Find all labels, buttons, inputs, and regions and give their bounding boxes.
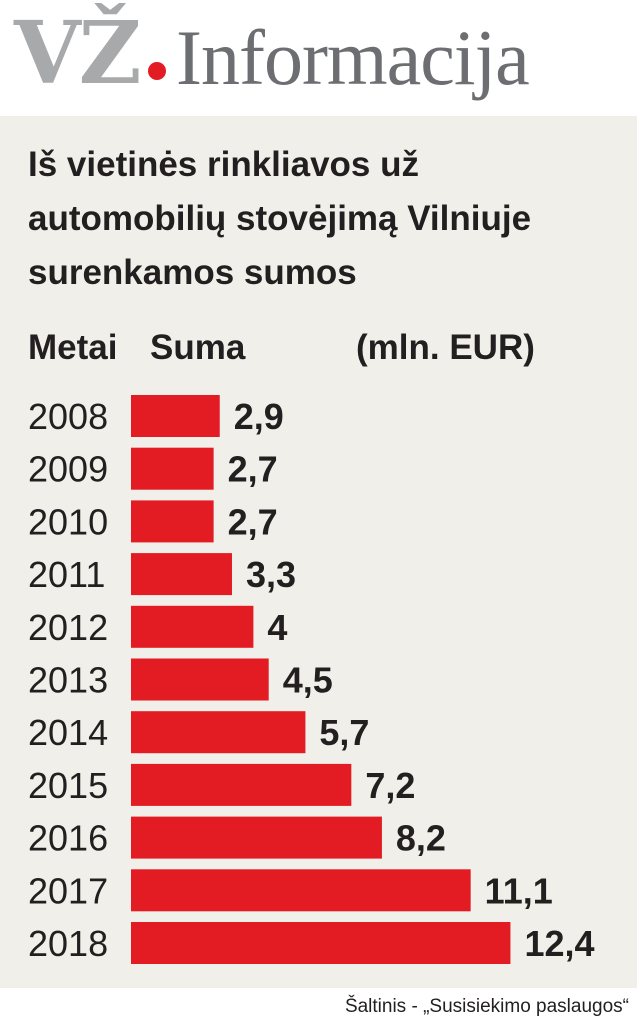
- vz-logo: VŽ: [14, 3, 142, 104]
- value-label: 11,1: [485, 870, 553, 911]
- informacija-logo: Informacija: [176, 14, 530, 101]
- bar-2012: [131, 605, 254, 648]
- value-label: 5,7: [319, 712, 369, 753]
- bar-2010: [131, 500, 214, 543]
- year-label: 2014: [28, 712, 108, 753]
- header-banner: VŽ Informacija: [0, 0, 637, 112]
- value-label: 7,2: [365, 765, 415, 806]
- value-label: 4,5: [283, 660, 333, 701]
- year-label: 2010: [28, 501, 108, 542]
- value-label: 2,7: [228, 501, 278, 542]
- value-label: 2,7: [228, 449, 278, 490]
- bar-2018: [131, 922, 511, 964]
- column-header-unit: (mln. EUR): [356, 328, 535, 367]
- value-label: 3,3: [246, 554, 296, 595]
- bar-2013: [131, 658, 269, 701]
- value-label: 8,2: [396, 818, 446, 859]
- bar-2011: [131, 553, 232, 596]
- year-label: 2015: [28, 765, 108, 806]
- year-label: 2012: [28, 607, 108, 648]
- bar-2016: [131, 816, 382, 859]
- value-label: 2,9: [234, 396, 284, 437]
- year-label: 2018: [28, 923, 108, 964]
- year-label: 2017: [28, 870, 108, 911]
- chart-title: Iš vietinės rinkliavos už automobilių st…: [28, 138, 628, 300]
- year-label: 2009: [28, 449, 108, 490]
- logo-dot-icon: [148, 62, 166, 80]
- year-label: 2011: [28, 554, 105, 595]
- year-label: 2013: [28, 660, 108, 701]
- title-line-2: automobilių stovėjimą Vilniuje: [28, 199, 532, 238]
- source-note: Šaltinis - „Susisiekimo paslaugos“: [344, 996, 629, 1017]
- value-label: 12,4: [524, 923, 594, 964]
- bar-2015: [131, 763, 352, 806]
- year-label: 2016: [28, 818, 108, 859]
- column-header-amount: Suma: [150, 328, 246, 367]
- value-label: 4: [267, 607, 287, 648]
- bar-2009: [131, 447, 214, 490]
- bar-2017: [131, 869, 471, 912]
- year-label: 2008: [28, 396, 108, 437]
- title-line-3: surenkamos sumos: [28, 253, 357, 292]
- bar-2008: [131, 395, 220, 437]
- title-line-1: Iš vietinės rinkliavos už: [28, 145, 419, 184]
- column-header-year: Metai: [28, 328, 118, 367]
- bar-2014: [131, 711, 306, 754]
